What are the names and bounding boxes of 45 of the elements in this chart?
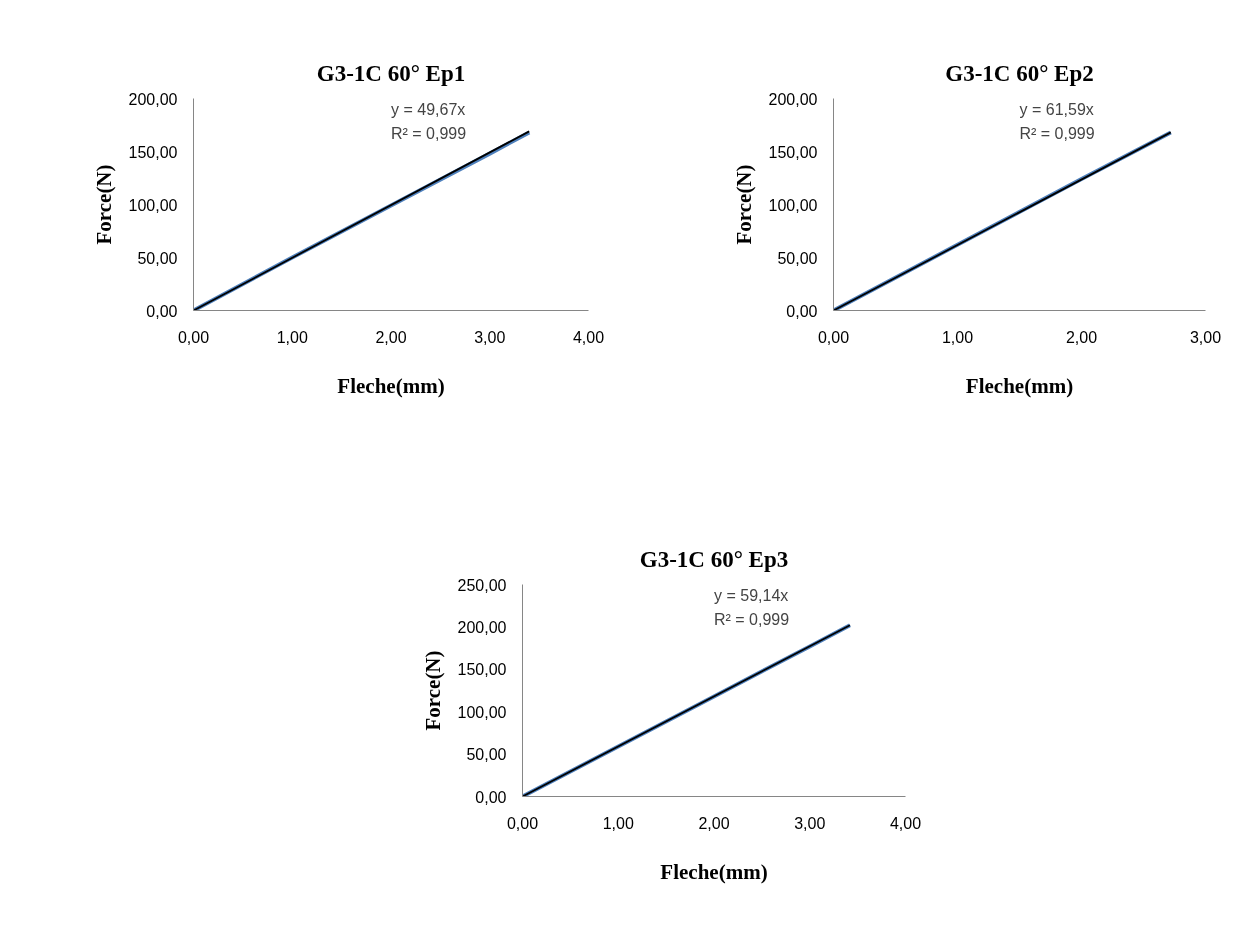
annotation: R² = 0,999 [391,124,467,142]
y-tick-label: 200,00 [768,90,818,108]
annotation: y = 59,14x [714,586,789,604]
x-axis-title: Fleche(mm) [337,373,445,398]
annotation: R² = 0,999 [1019,124,1095,142]
y-tick-label: 50,00 [137,249,178,267]
x-tick-label: 2,00 [375,328,407,346]
y-tick-label: 150,00 [128,143,178,161]
y-tick-label: 150,00 [457,661,507,679]
annotation: y = 61,59x [1019,100,1094,118]
chart-title: G3-1C 60° Ep3 [639,547,789,572]
y-tick-label: 250,00 [457,576,507,594]
chart-title: G3-1C 60° Ep1 [316,61,466,86]
x-tick-label: 4,00 [572,328,605,346]
x-tick-label: 1,00 [276,328,308,346]
x-tick-label: 3,00 [474,328,506,346]
y-tick-label: 100,00 [128,196,178,214]
y-axis-title: Force(N) [91,164,116,245]
y-tick-label: 200,00 [457,618,507,636]
x-axis-title: Fleche(mm) [965,373,1074,398]
y-tick-label: 0,00 [475,788,507,806]
y-axis-title: Force(N) [420,650,445,731]
x-tick-label: 4,00 [889,814,922,832]
y-tick-label: 200,00 [128,90,178,108]
x-tick-label: 0,00 [506,814,539,832]
y-tick-label: 0,00 [146,302,178,320]
annotation: R² = 0,999 [714,610,790,628]
y-tick-label: 0,00 [786,302,818,320]
x-tick-label: 1,00 [602,814,634,832]
y-tick-label: 150,00 [768,143,818,161]
chart-title: G3-1C 60° Ep2 [945,61,1094,86]
x-tick-label: 3,00 [794,814,826,832]
x-tick-label: 2,00 [1065,328,1098,346]
y-axis-title: Force(N) [731,164,756,245]
x-tick-label: 0,00 [817,328,850,346]
x-tick-label: 1,00 [941,328,974,346]
annotation: y = 49,67x [391,100,466,118]
y-tick-label: 50,00 [466,746,507,764]
x-tick-label: 0,00 [177,328,210,346]
x-tick-label: 3,00 [1189,328,1222,346]
x-tick-label: 2,00 [698,814,730,832]
y-tick-label: 100,00 [768,196,818,214]
x-axis-title: Fleche(mm) [660,859,768,884]
y-tick-label: 100,00 [457,703,507,721]
y-tick-label: 50,00 [777,249,818,267]
